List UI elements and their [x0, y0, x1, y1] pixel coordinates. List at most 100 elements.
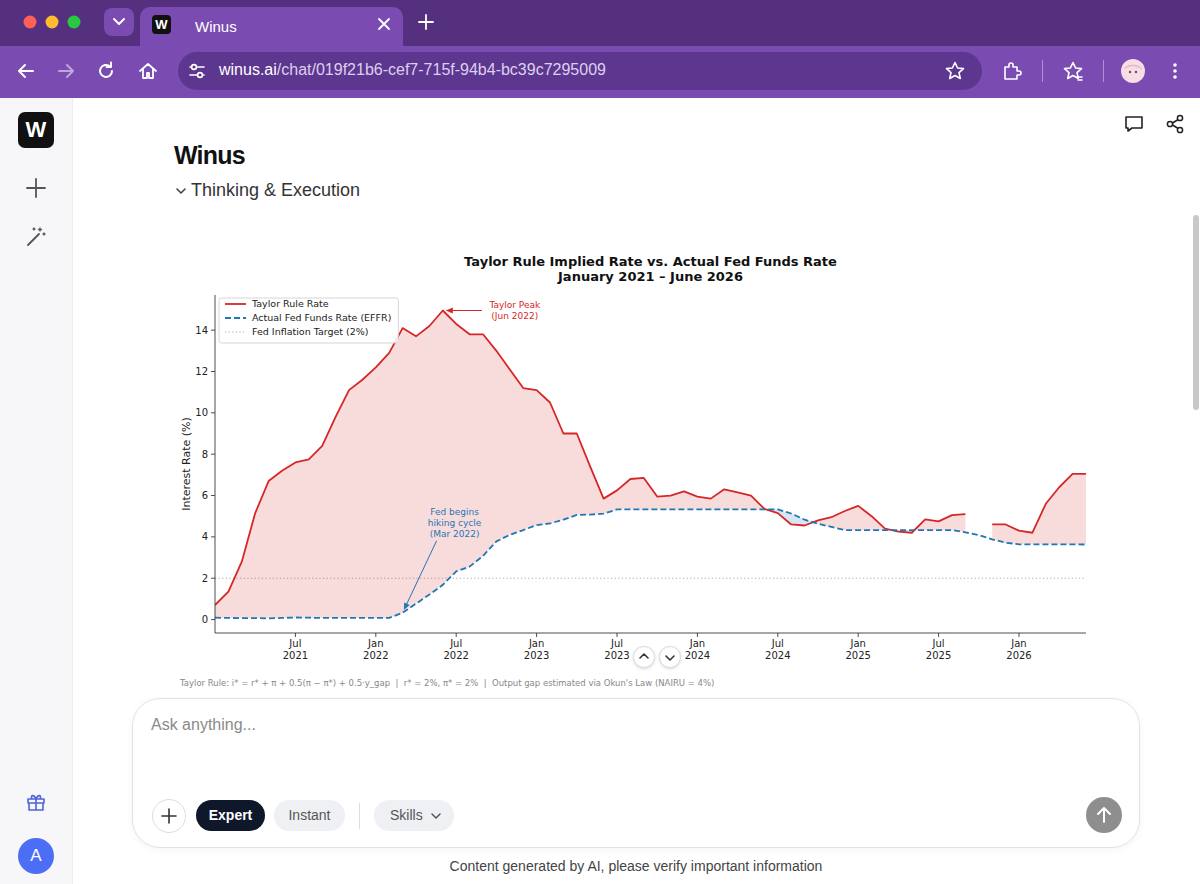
- bookmark-star[interactable]: [945, 61, 965, 81]
- chart-title: Taylor Rule Implied Rate vs. Actual Fed …: [464, 254, 837, 269]
- menu-dot: [1173, 63, 1177, 67]
- mode-separator: [359, 803, 360, 829]
- annotation-arrow: [404, 541, 437, 610]
- x-tick-label: Jan2023: [524, 638, 549, 661]
- tab-close[interactable]: [377, 17, 391, 31]
- gift[interactable]: [26, 792, 46, 812]
- home-button[interactable]: [138, 61, 158, 81]
- icon-stroke: [28, 796, 44, 810]
- send-button[interactable]: [1086, 797, 1122, 833]
- user-avatar[interactable]: A: [18, 838, 54, 874]
- share[interactable]: [1165, 114, 1185, 134]
- menu-dot: [1173, 69, 1177, 73]
- y-tick: [211, 454, 215, 455]
- x-axis-line: [215, 633, 1086, 634]
- y-axis-title: Interest Rate (%): [180, 417, 193, 511]
- y-axis-line: [215, 295, 216, 633]
- profile-avatar[interactable]: [1121, 59, 1145, 83]
- footnote: Taylor Rule: i* = r* + π + 0.5(π − π*) +…: [179, 678, 714, 688]
- x-tick: [1019, 633, 1020, 637]
- gap-fill: [537, 390, 550, 525]
- gap-fill: [255, 481, 268, 618]
- y-tick: [211, 330, 215, 331]
- x-tick: [295, 633, 296, 637]
- scroll-down-button[interactable]: [659, 646, 681, 668]
- magic-tools[interactable]: [25, 226, 47, 248]
- scrollbar-thumb: [1193, 215, 1199, 410]
- site-settings[interactable]: [188, 62, 206, 80]
- gap-fill: [309, 446, 322, 618]
- chevron: [636, 649, 652, 665]
- url-host: winus.ai: [219, 61, 277, 78]
- mode-1[interactable]: Instant: [274, 800, 345, 831]
- gap-fill: [711, 489, 724, 509]
- legend-swatch: [225, 332, 246, 333]
- disclaimer: Content generated by AI, please verify i…: [132, 858, 1140, 874]
- toolbar-separator: [1103, 60, 1104, 82]
- x-tick-label: Jul2025: [926, 638, 951, 661]
- icon-stroke: [1098, 808, 1110, 822]
- y-tick-label: 14: [195, 325, 208, 336]
- icon-stroke: [1077, 77, 1082, 80]
- gap-fill: [215, 592, 228, 618]
- new-chat[interactable]: [26, 178, 46, 198]
- menu-dot: [1173, 75, 1177, 79]
- section-title[interactable]: Thinking & Execution: [191, 180, 360, 201]
- extensions[interactable]: [1002, 61, 1022, 81]
- chat-input[interactable]: Ask anything... Expert Instant Skills: [132, 698, 1140, 848]
- minimize-dot: [46, 16, 59, 29]
- icon-stroke: [1005, 63, 1021, 79]
- gap-fill: [550, 403, 563, 524]
- window-controls[interactable]: [20, 12, 84, 32]
- y-tick-label: 0: [202, 614, 208, 625]
- send-arrow: [1096, 806, 1112, 824]
- gap-fill: [376, 353, 389, 618]
- section-chevron[interactable]: [175, 185, 187, 197]
- y-tick: [211, 412, 215, 413]
- legend-label: Fed Inflation Target (2%): [252, 326, 369, 337]
- gap-fill: [577, 434, 590, 515]
- x-tick-label: Jan2026: [1006, 638, 1031, 661]
- x-tick-label: Jul2021: [283, 638, 308, 661]
- avatar-eye: [1129, 71, 1131, 73]
- mode-0[interactable]: Expert: [196, 800, 265, 831]
- annotation: Fed beginshiking cycle(Mar 2022): [428, 507, 482, 539]
- line: 2023: [604, 650, 629, 661]
- y-tick: [211, 495, 215, 496]
- gap-fill: [523, 388, 536, 530]
- input-placeholder[interactable]: Ask anything...: [151, 716, 256, 734]
- line: 2023: [524, 650, 549, 661]
- skills-button[interactable]: Skills: [374, 800, 454, 831]
- y-tick-label: 12: [195, 366, 208, 377]
- annotation-arrow: [446, 308, 482, 314]
- x-tick-label: Jul2023: [604, 638, 629, 661]
- gap-fill: [590, 467, 603, 515]
- tab-list-button[interactable]: [104, 8, 134, 36]
- icon-stroke: [19, 65, 33, 77]
- x-tick-label: Jan2022: [363, 638, 388, 661]
- browser-menu[interactable]: [1170, 61, 1180, 81]
- chart-subtitle: January 2021 – June 2026: [557, 269, 743, 284]
- gap-fill: [403, 328, 416, 613]
- sidebar-logo[interactable]: W: [18, 112, 54, 148]
- gap-fill: [349, 380, 362, 618]
- reload-button[interactable]: [96, 61, 116, 81]
- icon-stroke: [59, 65, 73, 77]
- address-bar[interactable]: winus.ai/chat/019f21b6-cef7-715f-94b4-bc…: [178, 52, 982, 90]
- x-tick: [858, 633, 859, 637]
- attach-button[interactable]: [152, 799, 186, 833]
- active-tab[interactable]: WWinus: [140, 7, 403, 46]
- avatar-eye: [1135, 71, 1137, 73]
- line: Jan: [849, 638, 865, 649]
- gap-fill: [228, 562, 241, 618]
- back-button[interactable]: [16, 61, 36, 81]
- gap-fill: [336, 390, 349, 618]
- bookmarks-list[interactable]: [1063, 61, 1083, 81]
- forward-button[interactable]: [56, 61, 76, 81]
- icon-stroke: [666, 656, 674, 660]
- tab-list-chevron: [112, 16, 126, 28]
- scroll-up-button[interactable]: [633, 646, 655, 668]
- feedback[interactable]: [1124, 114, 1144, 134]
- line: Jan: [367, 638, 383, 649]
- new-tab[interactable]: [418, 14, 434, 30]
